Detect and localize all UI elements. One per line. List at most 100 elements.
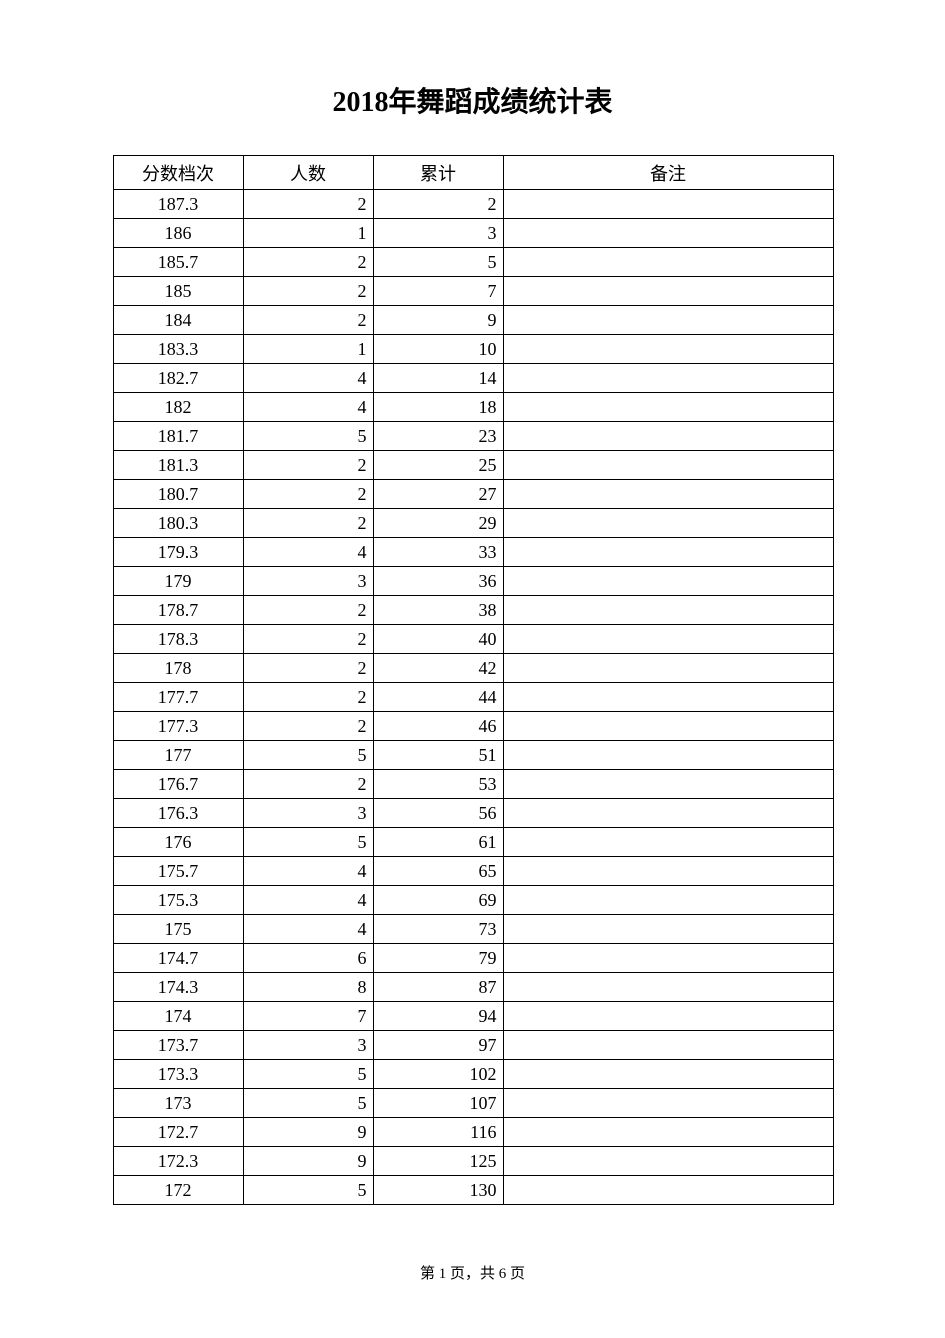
cell-count: 5	[243, 422, 373, 451]
cell-count: 9	[243, 1118, 373, 1147]
table-row: 177.3246	[113, 712, 833, 741]
cell-cumulative: 116	[373, 1118, 503, 1147]
cell-count: 2	[243, 190, 373, 219]
cell-remark	[503, 654, 833, 683]
table-row: 180.3229	[113, 509, 833, 538]
cell-count: 2	[243, 277, 373, 306]
cell-count: 4	[243, 915, 373, 944]
cell-score: 181.3	[113, 451, 243, 480]
table-row: 18527	[113, 277, 833, 306]
cell-score: 184	[113, 306, 243, 335]
cell-score: 179	[113, 567, 243, 596]
cell-cumulative: 3	[373, 219, 503, 248]
cell-cumulative: 130	[373, 1176, 503, 1205]
cell-score: 178.7	[113, 596, 243, 625]
cell-remark	[503, 973, 833, 1002]
table-row: 176561	[113, 828, 833, 857]
table-row: 18613	[113, 219, 833, 248]
table-row: 175473	[113, 915, 833, 944]
table-row: 174.3887	[113, 973, 833, 1002]
cell-score: 185	[113, 277, 243, 306]
cell-score: 178.3	[113, 625, 243, 654]
cell-remark	[503, 480, 833, 509]
cell-count: 5	[243, 1176, 373, 1205]
cell-remark	[503, 1031, 833, 1060]
table-row: 180.7227	[113, 480, 833, 509]
cell-cumulative: 56	[373, 799, 503, 828]
score-table: 分数档次 人数 累计 备注 187.32218613185.7251852718…	[113, 155, 834, 1205]
cell-remark	[503, 190, 833, 219]
table-row: 185.725	[113, 248, 833, 277]
cell-score: 177.7	[113, 683, 243, 712]
table-row: 178242	[113, 654, 833, 683]
cell-remark	[503, 625, 833, 654]
cell-remark	[503, 857, 833, 886]
cell-score: 174	[113, 1002, 243, 1031]
cell-cumulative: 46	[373, 712, 503, 741]
cell-cumulative: 42	[373, 654, 503, 683]
cell-count: 5	[243, 828, 373, 857]
cell-score: 173.3	[113, 1060, 243, 1089]
cell-remark	[503, 248, 833, 277]
cell-score: 177.3	[113, 712, 243, 741]
cell-remark	[503, 915, 833, 944]
table-row: 175.7465	[113, 857, 833, 886]
table-row: 175.3469	[113, 886, 833, 915]
cell-count: 4	[243, 393, 373, 422]
cell-score: 175	[113, 915, 243, 944]
cell-score: 174.7	[113, 944, 243, 973]
cell-remark	[503, 219, 833, 248]
cell-count: 1	[243, 219, 373, 248]
cell-cumulative: 23	[373, 422, 503, 451]
cell-score: 180.3	[113, 509, 243, 538]
cell-count: 2	[243, 625, 373, 654]
table-row: 174794	[113, 1002, 833, 1031]
cell-remark	[503, 596, 833, 625]
cell-count: 4	[243, 886, 373, 915]
cell-count: 4	[243, 857, 373, 886]
table-row: 176.3356	[113, 799, 833, 828]
cell-score: 183.3	[113, 335, 243, 364]
table-row: 183.3110	[113, 335, 833, 364]
cell-remark	[503, 1060, 833, 1089]
cell-cumulative: 87	[373, 973, 503, 1002]
header-score: 分数档次	[113, 156, 243, 190]
cell-cumulative: 94	[373, 1002, 503, 1031]
cell-cumulative: 73	[373, 915, 503, 944]
cell-cumulative: 27	[373, 480, 503, 509]
cell-score: 172.3	[113, 1147, 243, 1176]
cell-score: 181.7	[113, 422, 243, 451]
cell-cumulative: 97	[373, 1031, 503, 1060]
cell-count: 4	[243, 538, 373, 567]
cell-cumulative: 69	[373, 886, 503, 915]
cell-score: 174.3	[113, 973, 243, 1002]
cell-cumulative: 33	[373, 538, 503, 567]
table-row: 172.39125	[113, 1147, 833, 1176]
table-row: 187.322	[113, 190, 833, 219]
cell-cumulative: 38	[373, 596, 503, 625]
cell-score: 176.3	[113, 799, 243, 828]
cell-count: 4	[243, 364, 373, 393]
cell-remark	[503, 712, 833, 741]
cell-remark	[503, 799, 833, 828]
cell-remark	[503, 944, 833, 973]
header-cumulative: 累计	[373, 156, 503, 190]
cell-score: 173	[113, 1089, 243, 1118]
cell-remark	[503, 683, 833, 712]
cell-count: 2	[243, 683, 373, 712]
cell-count: 5	[243, 1060, 373, 1089]
table-row: 173.35102	[113, 1060, 833, 1089]
cell-cumulative: 125	[373, 1147, 503, 1176]
table-row: 177551	[113, 741, 833, 770]
cell-remark	[503, 538, 833, 567]
cell-cumulative: 7	[373, 277, 503, 306]
table-row: 179.3433	[113, 538, 833, 567]
table-body: 187.32218613185.7251852718429183.3110182…	[113, 190, 833, 1205]
cell-count: 3	[243, 1031, 373, 1060]
table-row: 178.7238	[113, 596, 833, 625]
cell-score: 175.7	[113, 857, 243, 886]
cell-count: 9	[243, 1147, 373, 1176]
cell-remark	[503, 451, 833, 480]
table-row: 181.7523	[113, 422, 833, 451]
cell-count: 2	[243, 654, 373, 683]
